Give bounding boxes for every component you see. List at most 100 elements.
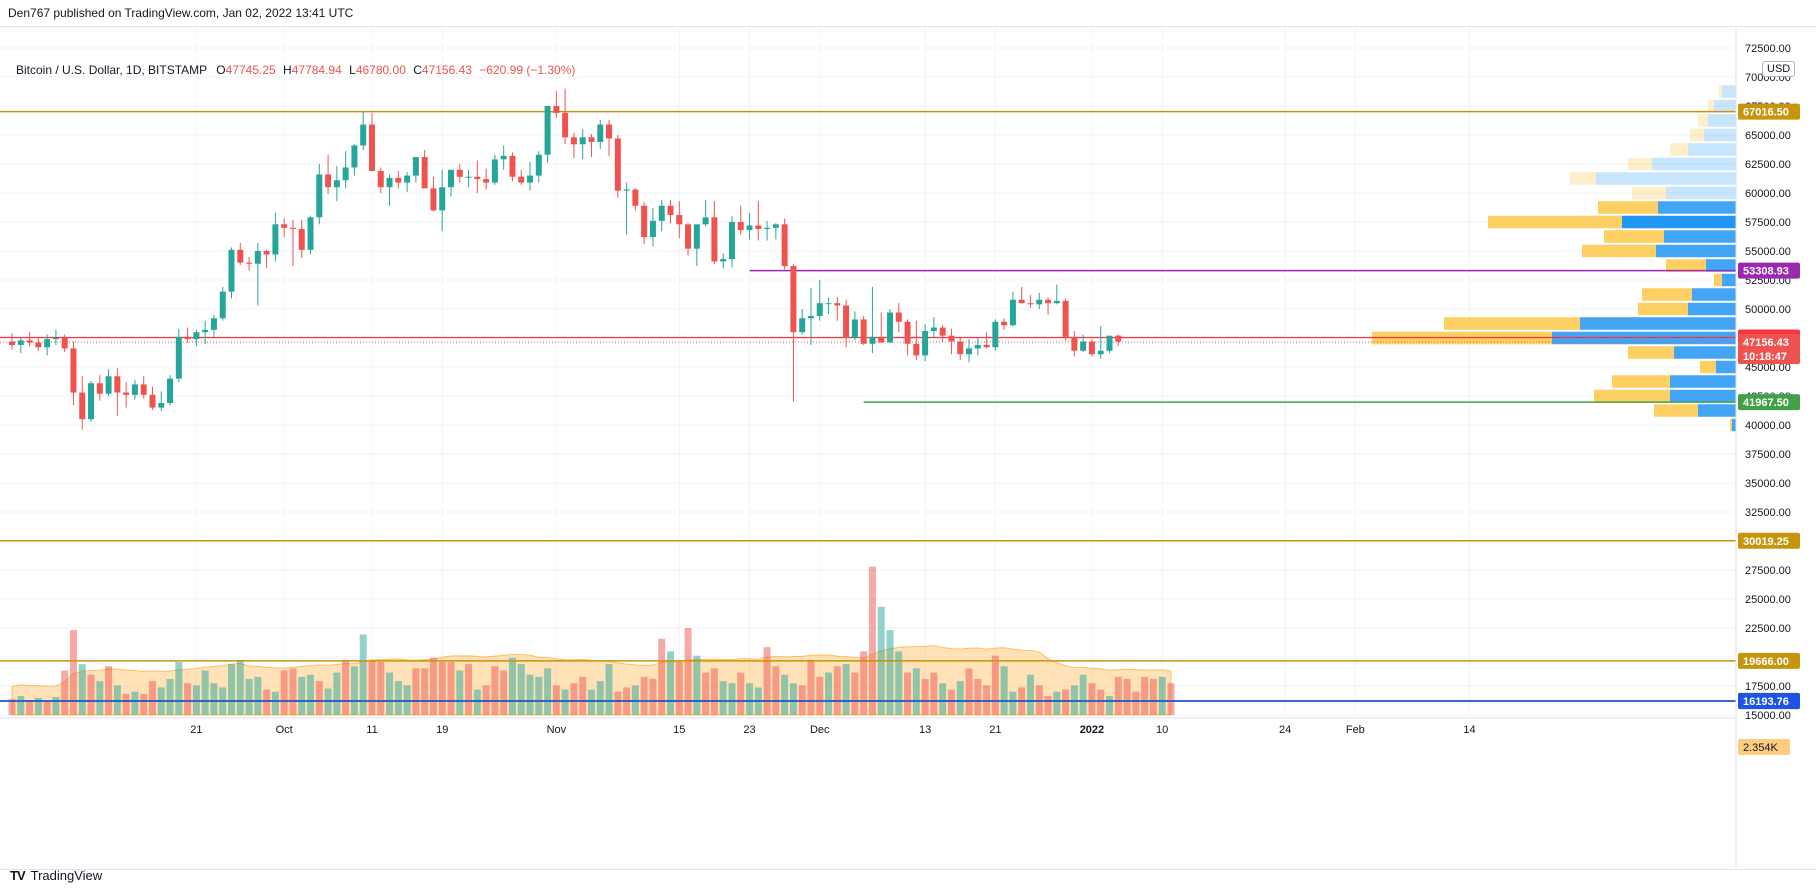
price-tick-label: 17500.00 [1745, 681, 1791, 693]
candle-body [421, 157, 428, 189]
candle-body [175, 336, 182, 379]
vp-buy-bar [1719, 85, 1722, 98]
symbol-legend[interactable]: Bitcoin / U.S. Dollar, 1D, BITSTAMP O477… [16, 63, 575, 77]
volume-bar [596, 681, 604, 715]
time-tick-label: 11 [366, 724, 377, 736]
open-label: O [216, 63, 226, 77]
vp-buy-bar [1444, 317, 1580, 330]
candle-body [158, 402, 165, 408]
volume-bar [315, 681, 323, 715]
volume-bar [368, 659, 376, 715]
candle-body [281, 224, 288, 228]
price-tick-label: 57500.00 [1745, 217, 1791, 229]
volume-bar [8, 699, 16, 715]
low-label: L [349, 63, 356, 77]
candle-body [966, 348, 973, 355]
volume-bar [263, 689, 271, 715]
candle-body [790, 266, 797, 333]
price-axis [1736, 27, 1816, 869]
candle-body [711, 217, 718, 262]
level-badge-bg [1738, 693, 1800, 710]
candle-body [658, 205, 665, 221]
chart-area[interactable]: 72500.0070000.0067500.0065000.0062500.00… [0, 26, 1816, 870]
vp-sell-bar [1698, 404, 1736, 417]
candle-body [35, 342, 42, 348]
vp-sell-bar [1664, 230, 1736, 243]
vp-sell-bar [1596, 172, 1736, 185]
candle-body [799, 318, 806, 333]
volume-bar [737, 672, 745, 715]
volume-badge-bg [1738, 739, 1790, 755]
vp-sell-bar [1716, 360, 1736, 374]
volume-bar [175, 662, 183, 715]
volume-bar [851, 672, 859, 715]
volume-bar [254, 676, 262, 715]
time-tick-label: 2022 [1080, 724, 1104, 736]
candle-body [649, 220, 656, 238]
volume-bar [438, 662, 446, 715]
candle-body [614, 138, 621, 191]
volume-bar [17, 695, 25, 715]
volume-bar [991, 655, 999, 715]
vp-sell-bar [1652, 157, 1736, 171]
volume-bar [833, 666, 841, 715]
vp-buy-bar [1654, 404, 1698, 417]
candle-body [992, 321, 999, 348]
vp-sell-bar [1670, 389, 1736, 403]
level-badge: 16193.76 [1743, 696, 1789, 708]
volume-bar [587, 689, 595, 715]
volume-bar [947, 689, 955, 715]
candle-body [509, 155, 516, 177]
candle-body [922, 331, 929, 356]
vp-buy-bar [1628, 157, 1652, 171]
volume-bar [1044, 695, 1052, 715]
candle-body [70, 348, 77, 393]
candle-body [254, 251, 261, 264]
candle-body [167, 378, 174, 403]
candle-body [1001, 321, 1008, 326]
candle-body [781, 224, 788, 267]
price-chart[interactable]: 72500.0070000.0067500.0065000.0062500.00… [0, 27, 1816, 869]
time-tick-label: Nov [547, 724, 567, 736]
level-badge-bg [1738, 103, 1800, 120]
vp-sell-bar [1688, 143, 1736, 156]
candle-body [456, 169, 463, 177]
volume-bar [307, 674, 315, 715]
candle-body [430, 188, 437, 211]
last-price-badge-bg [1738, 333, 1800, 364]
volume-bar [421, 668, 429, 715]
candle-body [1097, 350, 1104, 355]
volume-bar [904, 672, 912, 715]
brand-name: TradingView [30, 868, 103, 883]
candle-body [96, 383, 103, 394]
volume-bar [456, 670, 464, 715]
volume-bar [429, 657, 437, 715]
volume-bar [1123, 678, 1131, 715]
time-tick-label: 10 [1156, 724, 1168, 736]
volume-bar [684, 628, 692, 715]
countdown-badge: 10:18:47 [1743, 351, 1787, 363]
vp-sell-bar [1692, 288, 1736, 301]
volume-bar [271, 691, 279, 715]
candle-body [702, 217, 709, 225]
candle-body [52, 338, 59, 340]
candle-body [26, 340, 33, 343]
vp-buy-bar [1666, 259, 1706, 272]
candle-body [843, 305, 850, 338]
candle-body [79, 392, 86, 420]
candle-body [746, 225, 753, 231]
candle-body [518, 176, 525, 183]
currency-button[interactable]: USD [1762, 61, 1796, 77]
price-tick-label: 22500.00 [1745, 623, 1791, 635]
volume-badge: 2.354K [1743, 742, 1779, 754]
vp-sell-bar [1688, 302, 1736, 316]
candle-body [623, 189, 630, 191]
time-tick-label: 23 [743, 724, 755, 736]
vp-sell-bar [1670, 375, 1736, 388]
volume-bar [447, 662, 455, 715]
candle-body [448, 169, 454, 188]
vp-buy-bar [1698, 114, 1708, 127]
candle-body [930, 327, 937, 332]
candle-body [957, 341, 964, 355]
price-tick-label: 15000.00 [1745, 710, 1791, 722]
